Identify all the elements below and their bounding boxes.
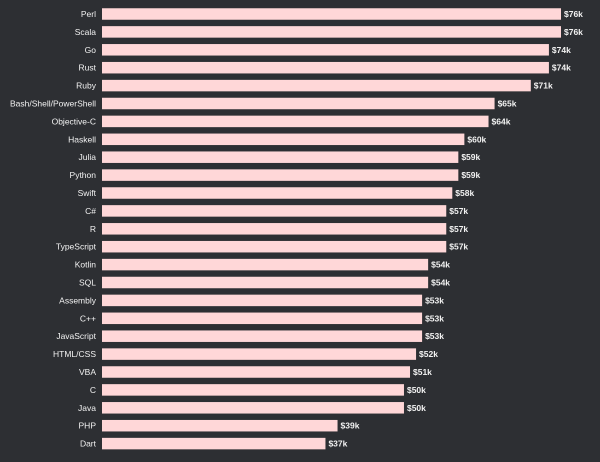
category-label-rust: Rust	[79, 63, 97, 73]
bar-scala	[102, 26, 561, 38]
bar-c	[102, 384, 404, 396]
value-labels: $76k $76k $74k $74k $71k $65k $64k $60k $59k $59k…	[328, 9, 583, 449]
category-label-html-css: HTML/CSS	[53, 349, 96, 359]
category-label-typescript: TypeScript	[56, 242, 97, 252]
value-label-scala: $76k	[564, 27, 583, 37]
bar-objective-c	[102, 115, 489, 128]
bar-bash-shell-powershell	[102, 97, 495, 110]
category-label-c: C#	[85, 206, 96, 216]
value-label-dart: $37k	[328, 439, 347, 449]
category-label-r: R	[90, 224, 96, 234]
bar-perl	[102, 8, 561, 20]
bar-julia	[102, 151, 459, 163]
category-label-dart: Dart	[80, 439, 97, 449]
category-label-javascript: JavaScript	[56, 331, 96, 341]
category-label-sql: SQL	[79, 278, 96, 288]
bar-sql	[102, 276, 429, 289]
category-label-java: Java	[78, 403, 96, 413]
value-label-kotlin: $54k	[431, 260, 450, 270]
bar-assembly	[102, 294, 423, 307]
value-label-typescript: $57k	[449, 242, 468, 252]
category-label-julia: Julia	[79, 152, 97, 162]
category-labels: Perl Scala Go Rust Ruby Bash/Shell/PowerShell…	[10, 9, 97, 449]
value-label-rust: $74k	[552, 63, 571, 73]
category-label-ruby: Ruby	[76, 81, 97, 91]
bar-typescript	[102, 240, 447, 253]
bar-ruby	[102, 79, 531, 92]
bar-java	[102, 402, 404, 414]
value-label-haskell: $60k	[467, 134, 486, 144]
bar-html-css	[102, 348, 417, 360]
bar-python	[102, 169, 459, 181]
bar-php	[102, 419, 338, 432]
category-label-scala: Scala	[75, 27, 97, 37]
category-label-go: Go	[85, 45, 97, 55]
value-label-perl: $76k	[564, 9, 583, 19]
value-label-assembly: $53k	[425, 295, 444, 305]
category-label-swift: Swift	[78, 188, 97, 198]
category-label-assembly: Assembly	[59, 295, 97, 305]
value-label-java: $50k	[407, 403, 426, 413]
category-label-bash-shell-powershell: Bash/Shell/PowerShell	[10, 99, 96, 109]
category-label-objective-c: Objective-C	[52, 116, 96, 126]
value-label-sql: $54k	[431, 278, 450, 288]
value-label-bash-shell-powershell: $65k	[498, 99, 517, 109]
category-label-vba: VBA	[79, 367, 96, 377]
bar-r	[102, 223, 447, 235]
bars-layer	[102, 8, 561, 450]
bar-javascript	[102, 330, 423, 342]
value-label-vba: $51k	[413, 367, 432, 377]
bar-c	[102, 205, 447, 217]
category-label-c: C	[90, 385, 96, 395]
bar-go	[102, 44, 549, 56]
value-label-javascript: $53k	[425, 331, 444, 341]
value-label-go: $74k	[552, 45, 571, 55]
value-label-php: $39k	[341, 421, 360, 431]
value-label-julia: $59k	[461, 152, 480, 162]
value-label-c: $57k	[449, 206, 468, 216]
category-label-haskell: Haskell	[68, 134, 96, 144]
category-label-kotlin: Kotlin	[75, 260, 97, 270]
value-label-c: $53k	[425, 313, 444, 323]
value-label-c: $50k	[407, 385, 426, 395]
bar-rust	[102, 61, 549, 74]
value-label-ruby: $71k	[534, 81, 553, 91]
bar-dart	[102, 437, 326, 450]
value-label-html-css: $52k	[419, 349, 438, 359]
value-label-r: $57k	[449, 224, 468, 234]
value-label-swift: $58k	[455, 188, 474, 198]
value-label-python: $59k	[461, 170, 480, 180]
category-label-perl: Perl	[81, 9, 96, 19]
category-label-python: Python	[70, 170, 97, 180]
category-label-c: C++	[80, 313, 96, 323]
bar-vba	[102, 366, 411, 378]
value-label-objective-c: $64k	[492, 116, 511, 126]
bar-kotlin	[102, 258, 429, 271]
bar-haskell	[102, 133, 465, 146]
bar-swift	[102, 187, 453, 199]
category-label-php: PHP	[79, 421, 97, 431]
bar-c	[102, 312, 423, 325]
